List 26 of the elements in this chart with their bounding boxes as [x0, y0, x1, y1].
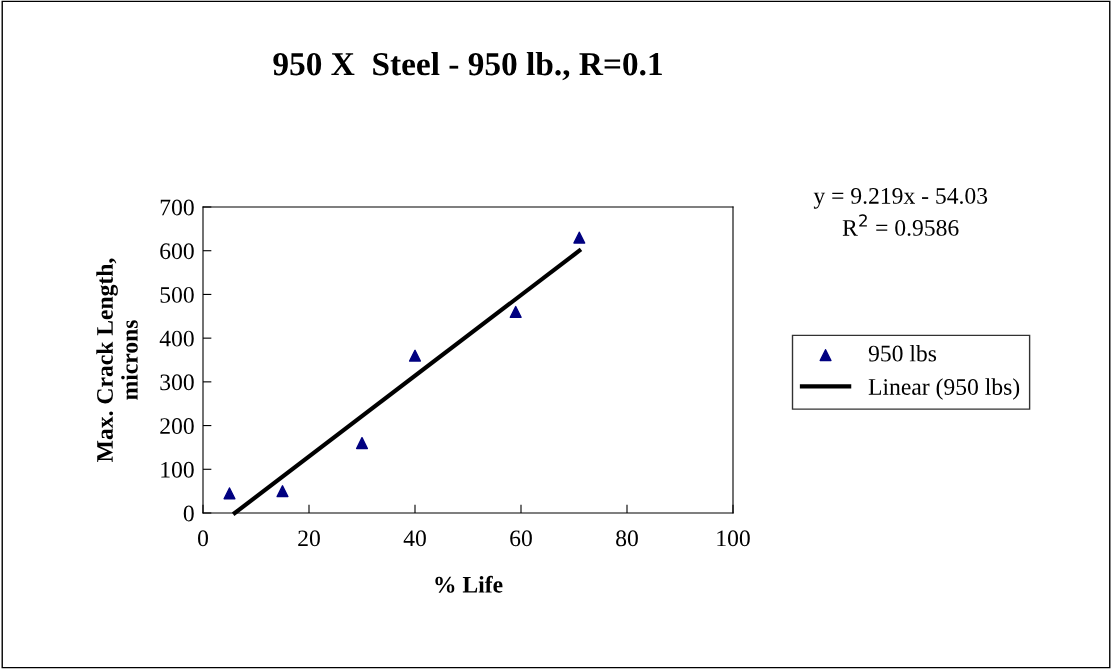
- y-tick-label: 0: [183, 505, 194, 522]
- chart-title: 950 X Steel - 950 lb., R=0.1: [273, 51, 662, 81]
- point: [355, 436, 369, 450]
- x-tick-label: 100: [717, 530, 750, 547]
- y-tick-label: 700: [160, 199, 194, 216]
- x-tick-label: 40: [403, 530, 426, 547]
- y-tick-label: 200: [160, 418, 194, 434]
- y-axis-title: Max. Crack Length, microns: [96, 258, 138, 462]
- y-tick-label: 400: [159, 330, 194, 347]
- point: [276, 485, 289, 498]
- y-tick-label: 100: [161, 461, 194, 478]
- x-axis-title: % Life: [435, 575, 503, 593]
- x-tick-label: 60: [510, 530, 532, 547]
- point: [408, 349, 422, 362]
- legend-label: 950 lbs: [868, 344, 937, 362]
- x-tick-label: 0: [198, 530, 208, 547]
- x-tick-label: 80: [616, 530, 638, 547]
- text: y = 9.219x - 54.03 R$^{2}$ = 0.9586: [813, 187, 988, 236]
- x-tick-label: 20: [298, 530, 320, 547]
- y-tick-label: 500: [160, 286, 194, 303]
- y-tick-label: 600: [160, 243, 194, 260]
- point: [573, 231, 586, 244]
- point: [509, 305, 522, 318]
- y-tick-label: 300: [160, 374, 194, 391]
- legend-label: Linear (950 lbs): [868, 378, 1020, 400]
- point: [223, 487, 236, 500]
